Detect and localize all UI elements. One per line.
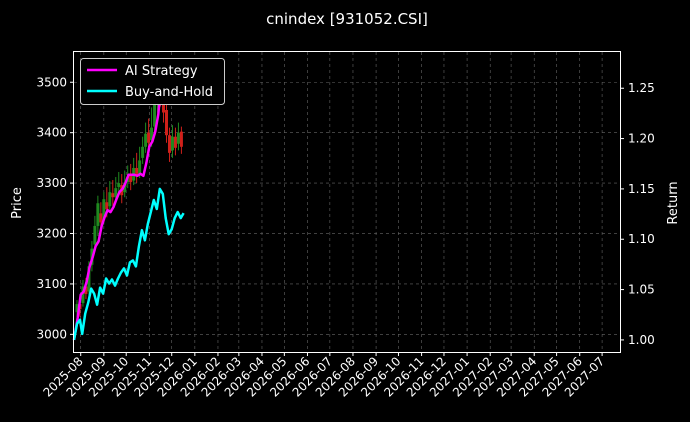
candle: [135, 152, 139, 184]
candle-body: [135, 167, 139, 176]
y-right-tick-label: 1.05: [628, 283, 655, 297]
candle-body: [179, 131, 183, 147]
y-axis-label-right: Return: [666, 181, 681, 224]
candle: [144, 122, 148, 153]
plot-frame: [73, 51, 621, 353]
candle-body: [96, 203, 100, 226]
candle-body: [84, 286, 88, 295]
candle: [129, 163, 133, 191]
y-left-tick-label: 3300: [36, 176, 67, 190]
candle-body: [170, 136, 174, 151]
candle: [108, 181, 112, 212]
candle-body: [176, 132, 180, 144]
candle-body: [164, 109, 168, 136]
candle-body: [173, 136, 177, 148]
candle: [173, 127, 177, 156]
candle-body: [150, 127, 154, 141]
candle-body: [108, 192, 112, 207]
candle: [170, 125, 174, 158]
legend-label-ai-strategy: AI Strategy: [125, 64, 198, 79]
candle-body: [153, 104, 157, 127]
candle-body: [105, 202, 109, 210]
y-left-tick-label: 3400: [36, 126, 67, 140]
legend: AI Strategy Buy-and-Hold: [80, 58, 225, 105]
candle: [111, 180, 115, 206]
ai-strategy-line: [72, 79, 171, 341]
y-axis-left: 3000 3100 3200 3300 3400 3500: [36, 75, 74, 341]
candle-body: [87, 266, 91, 292]
candle-body: [102, 199, 106, 220]
y-left-tick-label: 3200: [36, 227, 67, 241]
candle-body: [138, 160, 142, 175]
candle-body: [75, 304, 79, 313]
series-lines: [72, 79, 185, 341]
candle-body: [111, 193, 115, 198]
y-axis-label-left: Price: [10, 187, 25, 219]
y-right-tick-label: 1.15: [628, 182, 655, 196]
y-right-tick-label: 1.10: [628, 232, 655, 246]
candle-body: [147, 132, 151, 143]
y-right-tick-label: 1.00: [628, 333, 655, 347]
y-left-tick-label: 3500: [36, 75, 67, 89]
y-axis-right: 1.00 1.05 1.10 1.15 1.20 1.25: [620, 81, 655, 347]
candle-body: [129, 175, 133, 183]
y-right-tick-label: 1.25: [628, 81, 655, 95]
chart-title: cnindex [931052.CSI]: [266, 10, 428, 28]
legend-label-buy-and-hold: Buy-and-Hold: [125, 85, 213, 100]
candle: [96, 195, 100, 237]
candle-body: [167, 135, 171, 153]
y-right-tick-label: 1.20: [628, 132, 655, 146]
y-left-tick-label: 3100: [36, 277, 67, 291]
candle: [117, 172, 121, 194]
candle-body: [141, 146, 145, 158]
candle-body: [99, 213, 103, 223]
candle-body: [81, 286, 85, 304]
candle: [179, 126, 183, 154]
candle: [167, 127, 171, 162]
candle: [164, 101, 168, 143]
candle: [141, 136, 145, 164]
candle-body: [114, 188, 118, 198]
candle: [176, 122, 180, 151]
y-left-tick-label: 3000: [36, 327, 67, 341]
candle-body: [123, 183, 127, 193]
candle-body: [93, 225, 97, 245]
candle-body: [144, 133, 148, 147]
buy-and-hold-line: [72, 187, 185, 341]
candle-body: [117, 183, 121, 188]
